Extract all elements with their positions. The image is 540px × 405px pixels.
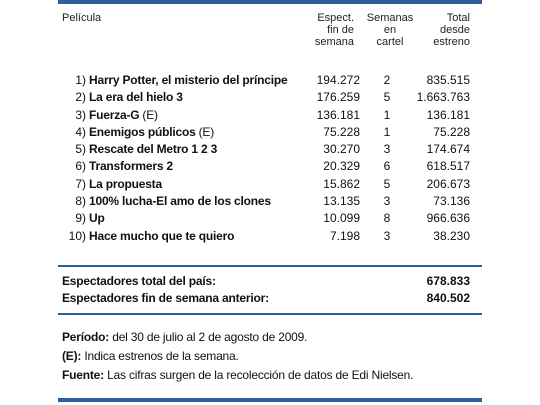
- header-total-line-3: estreno: [433, 36, 470, 48]
- row-title: Transformers 2: [89, 159, 173, 174]
- header-spect: Espect. fin de semana: [292, 12, 354, 48]
- row-title: 100% lucha-El amo de los clones: [89, 194, 271, 209]
- row-spect: 75.228: [323, 124, 360, 139]
- header-spect-line-3: semana: [314, 36, 354, 48]
- table-row: 1) Harry Potter, el misterio del príncip…: [58, 72, 482, 89]
- row-total: 966.636: [426, 211, 470, 226]
- header-spect-line-2: fin de: [327, 24, 354, 36]
- header-weeks: Semanas en cartel: [362, 12, 418, 48]
- row-total: 136.181: [426, 107, 470, 122]
- table-row: 4) Enemigos públicos (E) 75.228 1 75.228: [58, 124, 482, 141]
- row-rank: 5): [75, 142, 86, 157]
- note-estreno: (E): Indica estrenos de la semana.: [62, 349, 239, 364]
- row-rank: 8): [75, 194, 86, 209]
- note-period-label: Período:: [62, 330, 110, 344]
- summary-prev: Espectadores fin de semana anterior: 840…: [62, 290, 470, 307]
- bottom-rule: [58, 398, 482, 402]
- header-weeks-line-1: Semanas: [366, 12, 414, 24]
- summary-prev-label: Espectadores fin de semana anterior:: [62, 291, 269, 305]
- row-spect: 15.862: [323, 176, 360, 191]
- row-spect: 13.135: [323, 194, 360, 209]
- note-period: Período: del 30 de julio al 2 de agosto …: [62, 330, 307, 345]
- row-rank: 9): [75, 211, 86, 226]
- header-total: Total desde estreno: [418, 12, 470, 48]
- row-title: Harry Potter, el misterio del príncipe: [89, 73, 288, 87]
- note-source: Fuente: Las cifras surgen de la recolecc…: [62, 368, 413, 383]
- row-spect: 10.099: [323, 211, 360, 226]
- row-rank: 7): [75, 176, 86, 191]
- row-rank: 6): [75, 159, 86, 174]
- row-total: 618.517: [426, 159, 470, 174]
- row-title: Rescate del Metro 1 2 3: [89, 142, 218, 157]
- row-total: 206.673: [426, 176, 470, 191]
- top-rule: [58, 0, 482, 4]
- summary-total-value: 678.833: [426, 274, 470, 288]
- row-weeks: 3: [383, 142, 391, 157]
- note-source-label: Fuente:: [62, 368, 104, 382]
- summary-total-label: Espectadores total del país:: [62, 274, 216, 288]
- header-total-line-1: Total: [446, 12, 470, 24]
- row-title: La era del hielo 3: [89, 90, 183, 105]
- row-rank: 1): [75, 73, 86, 87]
- row-weeks: 8: [383, 211, 391, 226]
- row-weeks: 1: [383, 107, 391, 122]
- row-rank: 4): [75, 124, 86, 139]
- row-total: 174.674: [426, 142, 470, 157]
- row-title: Up: [89, 211, 105, 226]
- table-row: 7) La propuesta 15.862 5 206.673: [58, 176, 482, 193]
- table-row: 10) Hace mucho que te quiero 7.198 3 38.…: [58, 228, 482, 245]
- note-period-text: del 30 de julio al 2 de agosto de 2009.: [112, 330, 308, 344]
- table-row: 3) Fuerza-G (E) 136.181 1 136.181: [58, 107, 482, 124]
- summary-top-rule: [58, 265, 482, 267]
- row-weeks: 2: [383, 73, 391, 87]
- summary-total: Espectadores total del país: 678.833: [62, 273, 470, 290]
- row-spect: 136.181: [316, 107, 360, 122]
- table-row: 2) La era del hielo 3 176.259 5 1.663.76…: [58, 89, 482, 106]
- header-weeks-line-2: en: [383, 24, 397, 36]
- header-spect-line-1: Espect.: [317, 12, 354, 24]
- header-total-line-2: desde: [440, 24, 470, 36]
- row-title: La propuesta: [89, 176, 162, 191]
- row-title: Enemigos públicos (E): [89, 124, 215, 139]
- row-total: 73.136: [433, 194, 470, 209]
- row-spect: 20.329: [323, 159, 360, 174]
- row-total: 835.515: [426, 73, 470, 87]
- row-title: Fuerza-G (E): [89, 107, 158, 122]
- ranking-table: 1) Harry Potter, el misterio del príncip…: [58, 72, 482, 245]
- table-row: 6) Transformers 2 20.329 6 618.517: [58, 158, 482, 175]
- row-spect: 30.270: [323, 142, 360, 157]
- row-spect: 194.272: [316, 73, 360, 87]
- note-estreno-label: (E):: [62, 349, 82, 363]
- table-row: 5) Rescate del Metro 1 2 3 30.270 3 174.…: [58, 141, 482, 158]
- header-weeks-line-3: cartel: [376, 36, 404, 48]
- note-source-text: Las cifras surgen de la recolección de d…: [107, 368, 414, 382]
- row-weeks: 6: [383, 159, 391, 174]
- table-row: 8) 100% lucha-El amo de los clones 13.13…: [58, 193, 482, 210]
- header-film: Película: [62, 12, 102, 24]
- row-weeks: 5: [383, 90, 391, 105]
- row-total: 38.230: [433, 228, 470, 243]
- row-rank: 3): [75, 107, 86, 122]
- notes-top-rule: [58, 313, 482, 315]
- row-weeks: 3: [383, 194, 391, 209]
- row-rank: 2): [75, 90, 86, 105]
- row-spect: 7.198: [329, 228, 360, 243]
- row-weeks: 1: [383, 124, 391, 139]
- summary-prev-value: 840.502: [426, 291, 470, 305]
- table-row: 9) Up 10.099 8 966.636: [58, 210, 482, 227]
- row-weeks: 3: [383, 228, 391, 243]
- row-rank: 10): [68, 228, 86, 243]
- row-title: Hace mucho que te quiero: [89, 228, 235, 243]
- row-spect: 176.259: [316, 90, 360, 105]
- row-weeks: 5: [383, 176, 391, 191]
- row-total: 75.228: [433, 124, 470, 139]
- row-total: 1.663.763: [416, 90, 470, 105]
- note-estreno-text: Indica estrenos de la semana.: [84, 349, 239, 363]
